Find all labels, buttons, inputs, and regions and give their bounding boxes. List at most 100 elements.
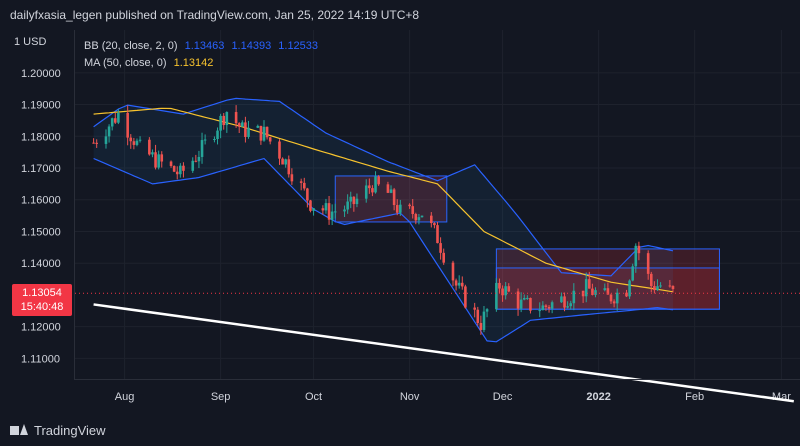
candle-body [501,288,504,296]
bollinger-upper-line [93,97,674,277]
candle-body [631,266,634,281]
candle-body [485,309,489,312]
candle-body [203,139,207,141]
candle-body [516,291,520,309]
y-tick-label: 1.19000 [21,100,61,112]
candle-body [132,141,136,145]
bollinger-fill [93,98,674,342]
y-tick-label: 1.18000 [21,131,61,143]
candle-body [330,211,334,220]
footer: TradingView [0,414,800,446]
candle-body [550,302,554,309]
candle-body [591,288,594,295]
candle-body [95,142,98,144]
candle-body [439,243,442,253]
candle-body [113,118,117,123]
candle-body [259,125,263,141]
x-tick-label: Aug [115,391,135,403]
candle-body [609,294,613,302]
candle-body [504,286,507,296]
candle-body [200,140,204,157]
candle-body [241,122,244,127]
candle-body [547,306,551,309]
candle-body [197,156,201,162]
candle-body [194,160,198,162]
candle-body [566,306,569,308]
candle-body [411,206,415,215]
bar-countdown: 15:40:48 [20,301,64,313]
candle-body [653,286,656,291]
candle-body [278,141,281,159]
candle-body [148,139,151,155]
candle-body [172,166,176,172]
candle-body [182,165,185,171]
candle-body [584,279,588,297]
candle-body [138,139,142,141]
candle-body [588,279,591,289]
bb-lower-value: 1.12533 [278,40,319,52]
candle-body [374,176,377,193]
candle-body [247,127,250,137]
candle-body [349,196,353,202]
candle-body [377,176,380,185]
currency-label[interactable]: 1 USD [14,36,46,48]
candle-body [117,112,120,123]
candle-body [420,215,424,218]
legend-row-ma[interactable]: MA (50, close, 0) 1.13142 [84,55,318,72]
candle-body [191,160,195,171]
candle-body [386,184,390,193]
x-tick-label: Nov [400,391,420,403]
legend-row-bollinger[interactable]: BB (20, close, 2, 0) 1.13463 1.14393 1.1… [84,38,318,55]
candle-body [389,189,393,193]
candle-body [436,225,439,244]
x-tick-label: Oct [305,391,322,403]
candle-body [355,198,359,205]
candle-body [399,204,402,213]
candle-body [302,182,306,189]
candle-body [656,286,659,291]
candle-body [479,322,483,330]
candle-body [324,203,328,211]
candle-body [433,223,436,226]
candle-body [333,211,337,213]
candle-body [256,125,260,128]
candle-body [522,297,526,300]
candle-body [160,154,164,162]
candle-body [634,245,638,267]
x-tick-label: Dec [493,391,513,403]
candle-body [498,282,501,289]
candle-body [169,161,173,167]
candle-body [538,310,542,312]
candle-body [104,136,108,144]
candle-body [659,285,662,287]
candle-body [151,152,154,155]
candle-body [529,297,532,311]
x-tick-label: 2022 [586,391,610,403]
indicator-legend: BB (20, close, 2, 0) 1.13463 1.14393 1.1… [84,38,318,72]
candle-body [268,137,272,142]
candle-body [646,253,650,274]
candle-body [625,292,628,297]
ma-label: MA (50, close, 0) [84,57,167,69]
ma-value: 1.13142 [173,57,214,69]
candle-body [312,208,315,211]
x-tick-label: Sep [211,391,231,403]
candle-body [637,245,641,254]
candle-body [569,303,573,307]
price-scale-separator [74,30,75,379]
tradingview-logo-icon [10,424,28,436]
candle-body [299,181,303,183]
bollinger-lower-line [93,157,674,343]
candle-body [225,112,229,126]
candle-body [649,273,653,287]
candle-body [262,126,266,141]
candle-body [154,152,157,168]
candle-body [284,159,287,165]
candle-body [507,286,511,292]
candle-body [408,204,411,207]
footer-brand[interactable]: TradingView [34,422,106,438]
candle-body [519,299,523,309]
candle-body [364,185,368,199]
candle-body [321,208,325,211]
